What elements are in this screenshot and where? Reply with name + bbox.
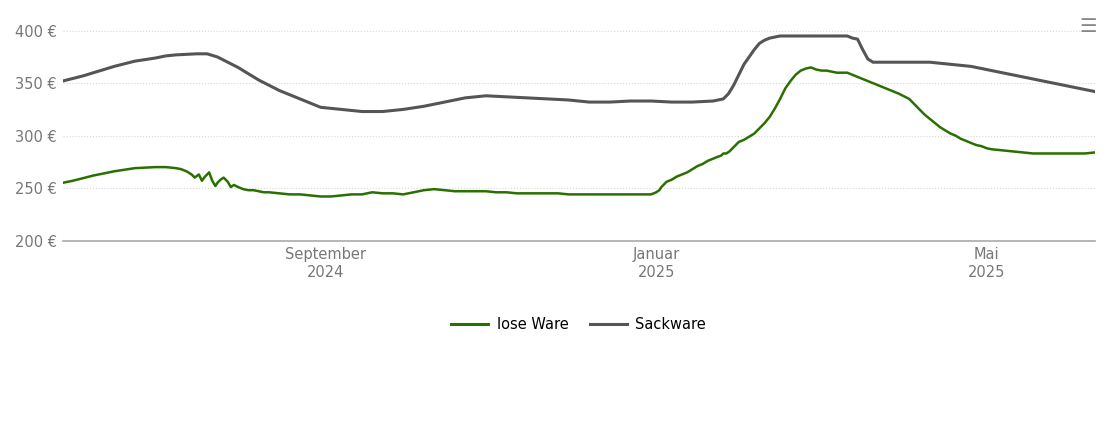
Legend: lose Ware, Sackware: lose Ware, Sackware — [445, 311, 712, 338]
Text: ☰: ☰ — [1079, 17, 1097, 36]
